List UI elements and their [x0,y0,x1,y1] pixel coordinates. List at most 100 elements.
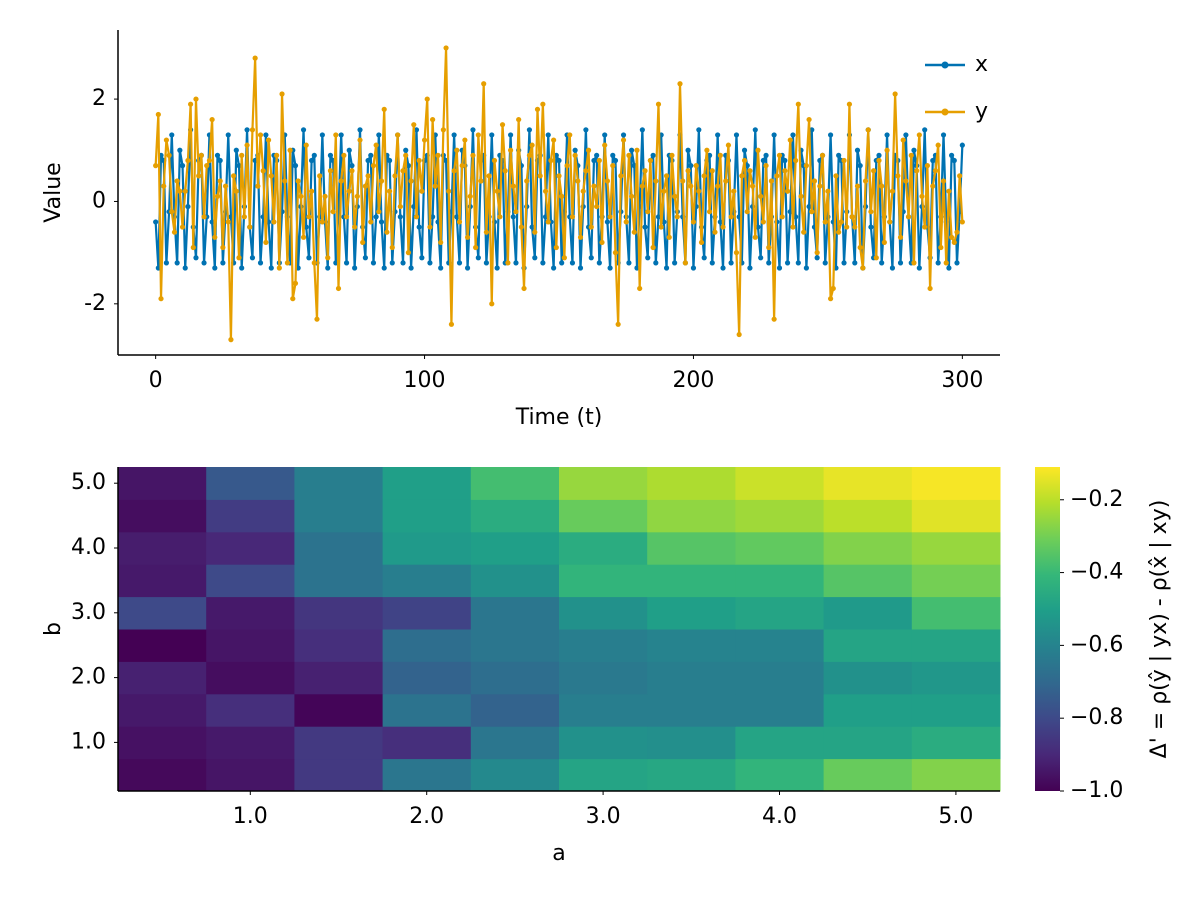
data-point [427,260,433,266]
data-point [537,173,543,179]
data-point [292,163,299,169]
data-point [626,152,632,158]
data-point [529,224,535,230]
data-point [206,157,213,164]
data-point [583,127,589,133]
data-point [370,163,377,169]
data-point [637,285,643,292]
data-point [631,229,637,235]
heatmap-cell [294,629,384,662]
data-point [217,157,223,164]
data-point [368,152,374,158]
data-point [951,157,957,164]
heatmap-cell [559,629,648,662]
data-point [849,214,855,220]
data-point [349,168,355,174]
heatmap-cell [206,661,295,695]
data-point [596,157,602,164]
data-point [486,173,492,179]
data-point [352,265,358,271]
data-point [612,157,619,164]
heatmap-cell [206,596,295,630]
data-point [220,260,226,266]
data-point [629,147,635,153]
x-tick-label: 2.0 [409,804,444,829]
heatmap-cell [647,693,736,727]
data-point [838,219,844,225]
data-point [553,244,559,251]
y-axis-label: b [41,622,66,636]
data-point [435,152,441,158]
heatmap-cell [823,726,913,760]
heatmap-cell [470,693,560,727]
data-point [766,244,772,251]
data-point [873,255,879,261]
heatmap-cell [118,758,207,792]
heatmap-cell [735,596,825,630]
data-point [507,132,514,138]
data-point [774,173,780,179]
heatmap-cell [911,758,1001,792]
data-point [155,111,161,118]
data-point [368,219,374,225]
data-point [717,152,723,158]
data-point [309,157,315,164]
data-point [701,173,707,179]
data-point [924,163,930,169]
data-point [822,260,828,266]
data-point [430,214,436,220]
data-point [370,260,377,266]
data-point [782,168,788,174]
data-point [325,265,331,271]
data-point [591,157,597,164]
data-point [169,209,175,215]
x-tick-label: 300 [941,368,983,393]
data-point [911,147,917,153]
data-point [268,173,274,179]
data-point [862,178,869,184]
heatmap-cell [382,661,472,695]
data-point [715,183,721,189]
data-point [782,157,788,164]
data-point [889,188,896,194]
data-point [309,188,315,194]
data-point [244,127,250,133]
data-point [419,188,425,194]
heatmap-cell [735,661,825,695]
heatmap-cell [823,467,913,500]
data-point [499,122,506,128]
data-point [647,157,654,164]
data-point [857,163,863,169]
data-point [583,168,589,174]
y-tick-label: 1.0 [71,729,106,754]
colorbar-tick-label: −0.2 [1070,487,1123,512]
data-point [190,244,196,251]
data-point [645,209,651,215]
data-point [887,219,893,225]
heatmap-cell [470,499,560,533]
data-point [263,132,269,138]
data-point [795,260,801,266]
data-point [214,193,221,199]
data-point [564,163,570,169]
data-point [752,127,758,133]
data-point [373,214,379,220]
data-point [900,137,906,143]
heatmap-cell [911,467,1001,500]
data-point [594,152,600,158]
heatmap-cell [118,661,207,695]
data-point [930,157,936,164]
data-point [376,132,382,138]
heatmap-cell [559,726,648,760]
colorbar-tick-label: −1.0 [1070,778,1123,803]
data-point [693,163,699,169]
data-point [940,178,947,184]
data-point [591,183,597,189]
data-point [217,178,223,184]
heatmap-cell [823,596,913,630]
data-point [311,152,317,158]
data-point [494,188,500,194]
data-point [556,157,562,164]
data-point [268,265,274,271]
data-point [688,163,694,169]
